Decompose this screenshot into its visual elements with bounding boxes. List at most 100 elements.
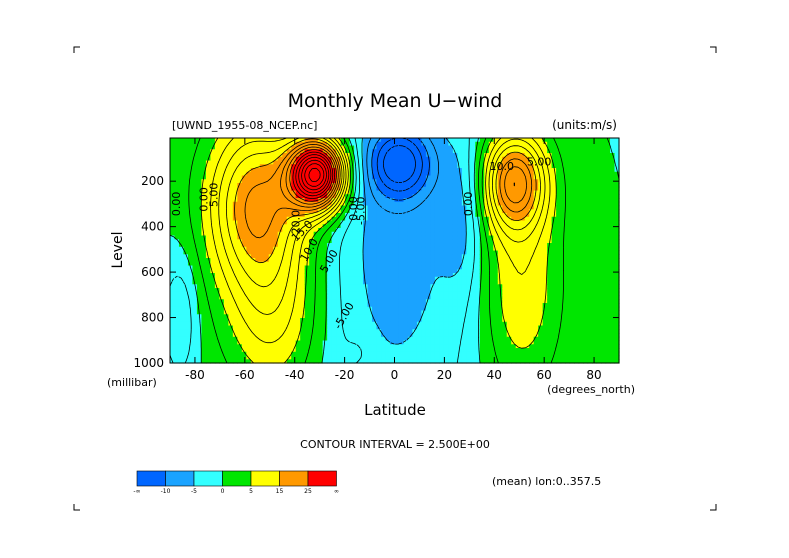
field-cell	[506, 265, 512, 270]
field-cell	[205, 273, 212, 278]
field-cell	[542, 153, 548, 158]
field-cell	[170, 276, 176, 282]
field-cell	[372, 171, 378, 177]
field-cell	[493, 201, 499, 207]
field-cell	[336, 348, 342, 353]
field-cell	[205, 295, 212, 300]
field-cell	[430, 280, 436, 285]
field-cell	[345, 351, 351, 357]
field-cell	[484, 220, 490, 225]
field-cell	[340, 351, 346, 357]
field-cell	[416, 344, 423, 349]
field-cell	[529, 299, 535, 304]
field-cell	[295, 258, 301, 263]
field-cell	[416, 198, 423, 203]
field-cell	[340, 291, 346, 297]
field-cell	[264, 310, 270, 315]
field-cell	[228, 280, 234, 285]
field-cell	[358, 160, 364, 165]
field-cell	[385, 220, 391, 225]
field-cell	[430, 258, 436, 263]
field-cell	[354, 201, 360, 207]
field-cell	[318, 280, 324, 285]
field-cell	[313, 284, 319, 289]
field-cell	[354, 160, 360, 165]
field-cell	[313, 333, 319, 338]
field-cell	[466, 261, 472, 267]
field-cell	[533, 138, 539, 143]
field-cell	[448, 284, 454, 289]
field-cell	[533, 194, 539, 199]
field-cell	[259, 145, 265, 150]
field-cell	[367, 351, 373, 357]
field-cell	[506, 318, 512, 323]
field-cell	[515, 186, 521, 192]
field-cell	[170, 269, 176, 274]
field-cell	[205, 355, 212, 360]
field-cell	[277, 205, 283, 210]
field-cell	[183, 280, 189, 285]
field-cell	[390, 179, 396, 184]
field-cell	[187, 198, 194, 203]
field-cell	[443, 336, 449, 342]
field-cell	[340, 160, 346, 165]
field-cell	[250, 235, 256, 240]
field-cell	[241, 164, 247, 169]
field-cell	[484, 359, 490, 364]
field-cell	[497, 310, 503, 315]
field-cell	[205, 288, 212, 293]
field-cell	[421, 220, 427, 225]
units-label: (units:m/s)	[552, 118, 617, 132]
field-cell	[174, 291, 180, 297]
field-cell	[470, 164, 476, 169]
field-cell	[219, 220, 225, 225]
field-cell	[390, 276, 396, 282]
field-cell	[210, 198, 216, 203]
field-cell	[452, 246, 458, 252]
field-cell	[488, 351, 494, 357]
field-cell	[520, 340, 526, 345]
field-cell	[457, 280, 463, 285]
field-cell	[255, 261, 261, 267]
field-cell	[309, 310, 315, 315]
field-cell	[493, 246, 499, 252]
field-cell	[309, 156, 315, 162]
field-cell	[273, 314, 279, 319]
field-cell	[381, 239, 387, 244]
field-cell	[434, 235, 440, 240]
crop-mark-bottom-right	[710, 504, 717, 511]
field-cell	[255, 220, 261, 225]
field-cell	[237, 303, 243, 308]
field-cell	[363, 295, 369, 300]
field-cell	[223, 239, 229, 244]
field-cell	[210, 141, 216, 147]
field-cell	[470, 329, 476, 334]
field-cell	[291, 231, 297, 237]
field-cell	[358, 340, 364, 345]
field-cell	[331, 310, 337, 315]
field-cell	[170, 168, 176, 173]
field-cell	[291, 149, 297, 154]
field-cell	[461, 340, 467, 345]
field-cell	[250, 333, 256, 338]
field-cell	[448, 194, 454, 199]
field-cell	[376, 228, 382, 233]
field-cell	[237, 141, 243, 147]
field-cell	[479, 310, 485, 315]
field-cell	[322, 348, 328, 353]
field-cell	[461, 306, 467, 312]
field-cell	[448, 190, 454, 195]
field-cell	[170, 333, 176, 338]
field-cell	[219, 209, 225, 214]
field-cell	[196, 269, 203, 274]
field-cell	[295, 153, 301, 158]
field-cell	[327, 175, 333, 180]
field-cell	[259, 231, 265, 237]
field-cell	[250, 280, 256, 285]
field-cell	[376, 265, 382, 270]
field-cell	[484, 190, 490, 195]
field-cell	[210, 288, 216, 293]
field-cell	[484, 145, 490, 150]
field-cell	[470, 310, 476, 315]
field-cell	[210, 348, 216, 353]
